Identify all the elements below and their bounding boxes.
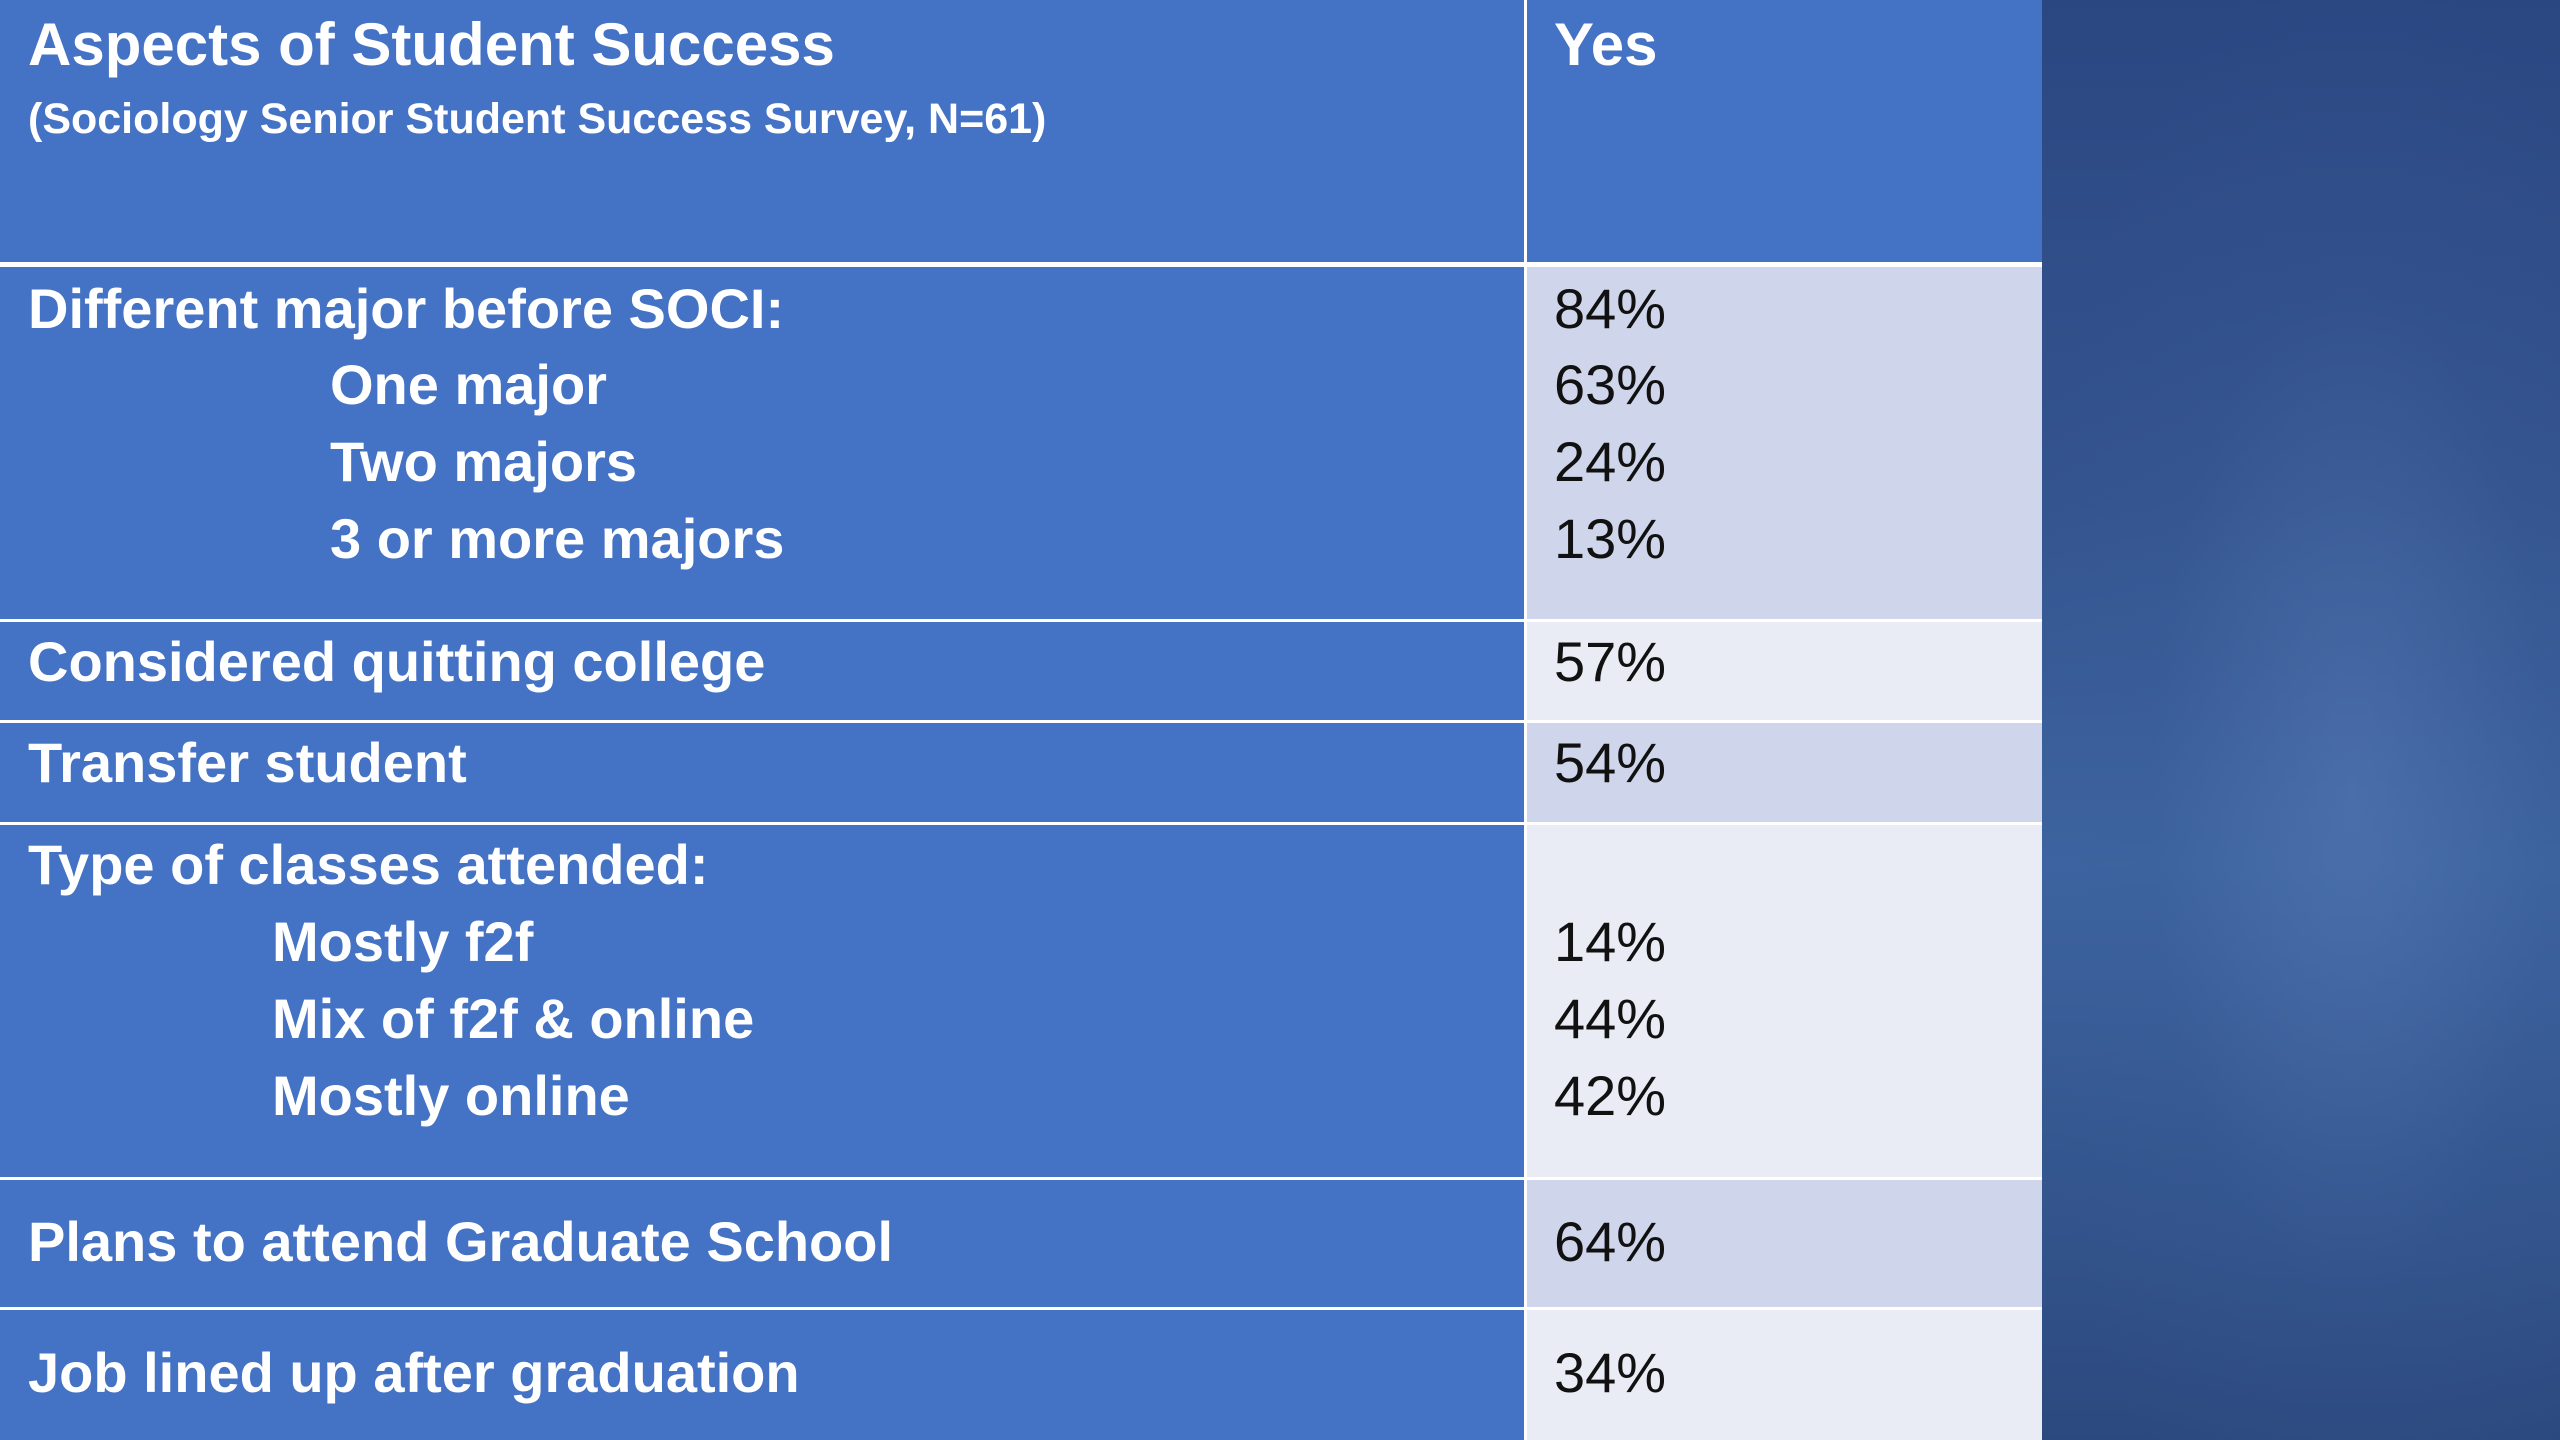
row-label-cell: Transfer student <box>0 723 1524 822</box>
row-label: Transfer student <box>28 731 467 794</box>
sub-row-value: 13% <box>1554 507 1667 570</box>
row-value: 54% <box>1554 731 1667 794</box>
sub-row-label: Mix of f2f & online <box>272 987 755 1050</box>
row-label-cell: Type of classes attended: Mostly f2f Mix… <box>0 825 1524 1177</box>
row-label-cell: Considered quitting college <box>0 622 1524 720</box>
sub-row-label: Mostly online <box>272 1064 630 1127</box>
row-value-cell: 54% <box>1527 723 2042 822</box>
sub-row-label: Mostly f2f <box>272 910 534 973</box>
header-title-cell: Aspects of Student Success (Sociology Se… <box>0 0 1524 262</box>
row-value: 64% <box>1554 1210 1667 1273</box>
row-value: 84% <box>1554 277 1667 340</box>
table-row-job-lined-up: Job lined up after graduation 34% <box>0 1310 2042 1440</box>
row-label: Plans to attend Graduate School <box>28 1210 894 1273</box>
row-value-cell: 34% <box>1527 1310 2042 1440</box>
table-row-class-type: Type of classes attended: Mostly f2f Mix… <box>0 825 2042 1177</box>
row-value-cell: 14% 44% 42% <box>1527 825 2042 1177</box>
row-label-cell: Plans to attend Graduate School <box>0 1180 1524 1307</box>
slide-background <box>2040 0 2560 1440</box>
header-yes-cell: Yes <box>1527 0 2042 262</box>
sub-row-label: Two majors <box>330 430 638 493</box>
row-label-cell: Different major before SOCI: One major T… <box>0 267 1524 619</box>
table-row-considered-quitting: Considered quitting college 57% <box>0 622 2042 720</box>
row-label: Type of classes attended: <box>28 833 709 896</box>
row-value-cell: 64% <box>1527 1180 2042 1307</box>
table-subtitle: (Sociology Senior Student Success Survey… <box>28 95 1047 143</box>
row-value-cell: 57% <box>1527 622 2042 720</box>
row-label: Different major before SOCI: <box>28 277 785 340</box>
row-value-cell: 84% 63% 24% 13% <box>1527 267 2042 619</box>
table-title: Aspects of Student Success <box>28 11 835 78</box>
survey-table: Aspects of Student Success (Sociology Se… <box>0 0 2042 1440</box>
column-header-yes: Yes <box>1554 11 1658 78</box>
row-value: 34% <box>1554 1341 1667 1404</box>
table-header-row: Aspects of Student Success (Sociology Se… <box>0 0 2042 262</box>
row-label: Considered quitting college <box>28 630 766 693</box>
row-label: Job lined up after graduation <box>28 1341 800 1404</box>
row-value: 57% <box>1554 630 1667 693</box>
sub-row-label: One major <box>330 353 607 416</box>
sub-row-value: 63% <box>1554 353 1667 416</box>
sub-row-label: 3 or more majors <box>330 507 785 570</box>
sub-row-value: 24% <box>1554 430 1667 493</box>
table-row-different-major: Different major before SOCI: One major T… <box>0 267 2042 619</box>
row-label-cell: Job lined up after graduation <box>0 1310 1524 1440</box>
sub-row-value: 44% <box>1554 987 1667 1050</box>
table-row-transfer-student: Transfer student 54% <box>0 723 2042 822</box>
sub-row-value: 14% <box>1554 910 1667 973</box>
sub-row-value: 42% <box>1554 1064 1667 1127</box>
table-row-graduate-school: Plans to attend Graduate School 64% <box>0 1180 2042 1307</box>
